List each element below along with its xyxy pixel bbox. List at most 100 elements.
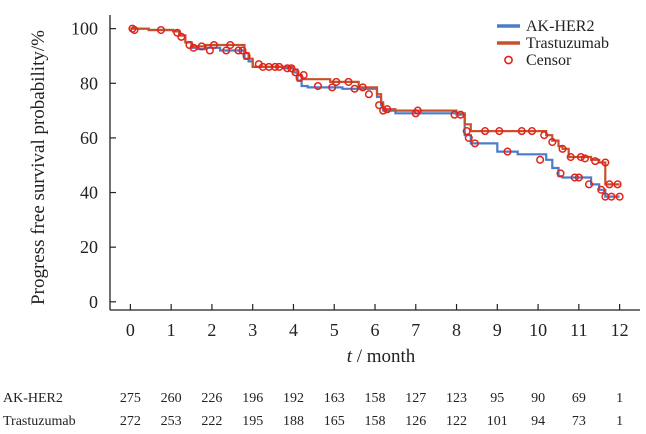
risk-value: 95	[490, 391, 504, 406]
risk-value: 94	[531, 414, 545, 429]
risk-value: 158	[365, 391, 386, 406]
censor-mark	[275, 62, 284, 71]
censor-mark	[209, 40, 219, 50]
censor-mark	[615, 192, 624, 201]
censor-mark	[574, 173, 583, 182]
x-tick-label: 1	[167, 320, 176, 340]
censor-mark	[503, 147, 512, 156]
risk-value: 272	[120, 414, 141, 429]
risk-value: 226	[201, 391, 222, 406]
censor-mark	[601, 158, 610, 167]
risk-row-label: AK-HER2	[3, 391, 63, 406]
risk-value: 73	[572, 414, 586, 429]
x-axis-title-unit: / month	[352, 346, 416, 367]
censor-mark	[156, 25, 166, 35]
y-tick-label: 0	[89, 292, 98, 312]
censor-mark	[548, 137, 557, 147]
censor-mark	[584, 180, 594, 189]
legend-label: AK-HER2	[526, 18, 594, 35]
risk-row-label: Trastuzumab	[3, 414, 76, 429]
x-axis-title: t / month	[347, 346, 416, 367]
risk-value: 163	[324, 391, 345, 406]
censor-mark	[350, 84, 359, 93]
censor-mark	[464, 133, 473, 142]
censor-mark	[222, 46, 231, 55]
risk-value: 158	[365, 414, 386, 429]
censor-mark	[344, 77, 353, 86]
risk-value: 260	[161, 391, 182, 406]
censor-mark	[238, 46, 247, 55]
x-axis-title-variable: t	[347, 346, 353, 367]
y-axis-title: Progress free survival probability/%	[28, 30, 49, 305]
number-at-risk-table: AK-HER2 275 260 226 196 192 163 158 127 123 95 90 69…	[3, 391, 623, 429]
censor-mark	[536, 155, 545, 164]
censor-mark	[540, 131, 549, 140]
risk-value: 275	[120, 391, 141, 406]
censor-marks	[128, 24, 624, 201]
x-tick-label: 7	[411, 320, 420, 340]
censor-mark	[234, 46, 243, 55]
risk-value: 101	[487, 414, 508, 429]
x-tick-label: 2	[207, 320, 216, 340]
censor-mark	[597, 185, 606, 194]
censor-mark	[189, 43, 198, 52]
risk-value: 195	[242, 414, 263, 429]
y-tick-label: 60	[80, 128, 98, 148]
censor-mark	[287, 64, 296, 73]
censor-mark	[332, 77, 341, 86]
x-tick-label: 9	[493, 320, 502, 340]
risk-value: 165	[324, 414, 345, 429]
censor-mark	[413, 106, 422, 115]
risk-value: 253	[161, 414, 182, 429]
censor-mark	[197, 42, 206, 51]
y-tick-label: 40	[80, 183, 98, 203]
legend-swatch-censor	[504, 55, 513, 65]
risk-value: 188	[283, 414, 304, 429]
censor-mark	[358, 83, 367, 92]
censor-mark	[254, 60, 263, 69]
censor-mark	[517, 127, 526, 136]
risk-value: 123	[446, 391, 467, 406]
censor-mark	[605, 180, 614, 189]
censor-mark	[462, 127, 471, 136]
risk-value: 222	[201, 414, 222, 429]
y-tick-label: 20	[80, 237, 98, 257]
x-tick-label: 5	[330, 320, 339, 340]
censor-mark	[558, 144, 567, 153]
censor-mark	[375, 101, 384, 110]
censor-mark	[576, 152, 585, 162]
censor-mark	[173, 28, 182, 37]
censor-mark	[130, 25, 139, 35]
censor-mark	[556, 169, 565, 178]
risk-value: 126	[405, 414, 426, 429]
x-tick-label: 8	[452, 320, 461, 340]
x-tick-label: 12	[611, 320, 629, 340]
y-tick-label: 100	[71, 19, 98, 39]
censor-mark	[456, 110, 465, 119]
censor-mark	[613, 180, 622, 189]
censor-mark	[495, 127, 504, 136]
risk-value: 90	[531, 391, 545, 406]
legend-label: Censor	[526, 52, 572, 69]
y-tick-label: 80	[80, 73, 98, 93]
risk-value: 69	[572, 391, 586, 406]
legend-label: Trastuzumab	[526, 35, 609, 52]
censor-mark	[481, 127, 490, 136]
x-tick-label: 3	[248, 320, 257, 340]
risk-value: 127	[405, 391, 426, 406]
risk-value: 1	[616, 414, 623, 429]
censor-mark	[283, 64, 292, 73]
risk-value: 122	[446, 414, 467, 429]
censor-mark	[242, 51, 251, 61]
censor-mark	[379, 106, 388, 115]
censor-mark	[177, 32, 186, 41]
censor-mark	[226, 40, 235, 50]
risk-value: 1	[616, 391, 623, 406]
x-tick-label: 4	[289, 320, 298, 340]
censor-mark	[527, 127, 537, 136]
censor-mark	[470, 139, 479, 148]
censor-mark	[313, 81, 322, 91]
